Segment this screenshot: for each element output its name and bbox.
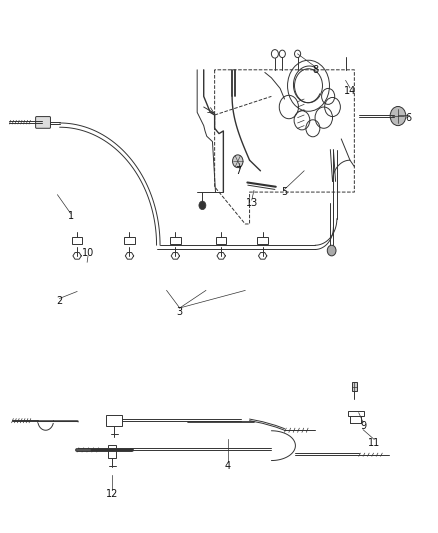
Text: 4: 4 xyxy=(225,461,231,471)
Bar xyxy=(124,237,135,244)
Bar xyxy=(216,237,226,244)
Bar xyxy=(108,445,117,458)
Text: 9: 9 xyxy=(360,421,366,431)
Bar xyxy=(258,237,268,244)
Bar xyxy=(352,382,357,391)
Text: 10: 10 xyxy=(82,248,94,258)
Text: 6: 6 xyxy=(406,112,412,123)
Text: 14: 14 xyxy=(344,86,356,96)
Text: 11: 11 xyxy=(368,438,380,448)
Text: 8: 8 xyxy=(312,65,318,75)
Text: 1: 1 xyxy=(67,211,74,221)
Circle shape xyxy=(327,245,336,256)
Text: 5: 5 xyxy=(281,187,288,197)
Text: 3: 3 xyxy=(177,306,183,317)
Bar xyxy=(348,411,364,416)
FancyBboxPatch shape xyxy=(35,117,50,128)
Text: 2: 2 xyxy=(57,296,63,306)
Text: 7: 7 xyxy=(236,166,242,176)
Bar xyxy=(72,237,82,244)
Circle shape xyxy=(199,201,206,209)
Bar xyxy=(106,415,122,426)
Text: 13: 13 xyxy=(246,198,258,208)
Text: 12: 12 xyxy=(106,489,118,499)
Circle shape xyxy=(233,155,243,167)
Circle shape xyxy=(390,107,406,126)
Bar xyxy=(170,237,180,244)
